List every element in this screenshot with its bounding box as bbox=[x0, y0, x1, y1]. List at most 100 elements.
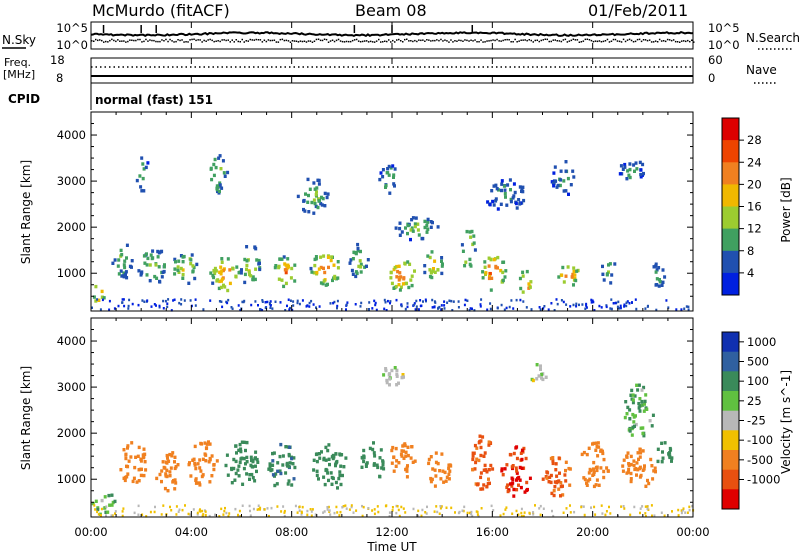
vel-cell bbox=[205, 446, 209, 450]
power-cell bbox=[602, 278, 606, 282]
noise-search-dot bbox=[303, 40, 306, 42]
vel-cell bbox=[242, 440, 246, 444]
power-cell bbox=[319, 281, 323, 285]
vel-ground-cell bbox=[328, 509, 331, 512]
power-cell bbox=[623, 162, 627, 167]
vel-blob-2 bbox=[155, 451, 180, 493]
vel-cell bbox=[636, 468, 640, 472]
power-cell bbox=[356, 246, 360, 251]
vel-cell bbox=[506, 483, 510, 487]
noise-search-dot bbox=[135, 39, 137, 42]
vel-ground-cell bbox=[110, 514, 113, 517]
power-cell bbox=[226, 288, 230, 293]
vel-cell bbox=[403, 443, 407, 448]
power-cell bbox=[176, 268, 180, 273]
power-cell bbox=[663, 275, 667, 279]
vel-ground-cell bbox=[424, 511, 427, 514]
power-ground-cell bbox=[489, 302, 492, 305]
vel-ground-cell bbox=[377, 510, 380, 514]
vel-ground-cell bbox=[218, 515, 221, 518]
power-ground-cell bbox=[609, 307, 612, 310]
vel-cell bbox=[594, 441, 598, 445]
power-cell bbox=[117, 258, 121, 262]
vel-ground-cell bbox=[160, 513, 163, 516]
vel-cell bbox=[234, 459, 238, 464]
vel-cell bbox=[637, 383, 641, 387]
noise-search-dot bbox=[470, 39, 472, 41]
power-ground-cell bbox=[131, 302, 134, 306]
vel-cell bbox=[142, 473, 146, 478]
power-cell bbox=[234, 275, 238, 279]
power-cell bbox=[473, 248, 477, 252]
noise-search-dot bbox=[359, 41, 362, 43]
vel-cell bbox=[362, 448, 366, 453]
vel-cell bbox=[327, 478, 330, 483]
vel-cell bbox=[173, 455, 177, 459]
power-heatmap bbox=[91, 154, 690, 312]
vel-cell bbox=[276, 461, 280, 465]
power-cell bbox=[504, 195, 507, 199]
vel-ground-cell bbox=[121, 514, 124, 518]
power-cell bbox=[160, 275, 164, 279]
power-ground-cell bbox=[443, 304, 446, 307]
vel-blob-17 bbox=[530, 363, 548, 383]
power-cell bbox=[141, 162, 145, 166]
noise-search-dot bbox=[562, 39, 565, 41]
power-cell bbox=[490, 189, 494, 193]
vel-cell bbox=[188, 461, 191, 465]
power-ground-cell bbox=[374, 301, 377, 305]
vel-ground-cell bbox=[220, 507, 223, 511]
vel-ground-cell bbox=[154, 505, 156, 509]
vel-cell bbox=[568, 467, 572, 471]
power-cell bbox=[389, 270, 393, 275]
vel-cell bbox=[606, 469, 610, 473]
power-colorbar-tick-label: 28 bbox=[747, 133, 762, 147]
power-cell bbox=[508, 178, 512, 182]
noise-search-dot bbox=[650, 41, 653, 43]
vel-blob-7 bbox=[360, 441, 386, 479]
power-cell bbox=[487, 256, 491, 260]
vel-cell bbox=[591, 442, 594, 446]
vel-cell bbox=[626, 405, 630, 410]
noise-search-dot bbox=[97, 39, 99, 42]
vel-ground-cell bbox=[344, 504, 347, 507]
vel-ground-cell bbox=[338, 514, 341, 517]
noise-search-dots bbox=[91, 38, 695, 43]
vel-cell bbox=[535, 363, 539, 367]
vel-ground-cell bbox=[188, 513, 191, 516]
noise-search-dot bbox=[484, 41, 486, 43]
power-cell bbox=[323, 270, 327, 275]
power-ground-cell bbox=[386, 299, 389, 303]
power-cell bbox=[329, 258, 333, 263]
power-cell bbox=[120, 253, 124, 257]
vel-cell bbox=[378, 456, 382, 460]
vel-cell bbox=[165, 461, 169, 465]
power-cell bbox=[177, 270, 181, 274]
vel-cell bbox=[205, 442, 209, 446]
noise-search-dot bbox=[608, 41, 611, 43]
vel-cell bbox=[273, 483, 277, 488]
vel-ground-cell bbox=[605, 510, 608, 513]
vel-cell bbox=[549, 473, 553, 478]
power-cell bbox=[100, 289, 104, 294]
power-cell bbox=[218, 189, 221, 194]
vel-cell bbox=[248, 473, 252, 477]
power-ground-cell bbox=[194, 298, 197, 301]
vel-cell bbox=[381, 463, 385, 467]
power-blob-0 bbox=[92, 284, 106, 303]
noise-search-dot bbox=[410, 40, 412, 42]
power-cell bbox=[218, 181, 222, 185]
vel-cell bbox=[250, 464, 254, 469]
vel-cell bbox=[376, 465, 380, 470]
vel-cell bbox=[362, 454, 366, 458]
noise-search-dot bbox=[494, 39, 496, 42]
power-ground-cell bbox=[296, 299, 299, 303]
noise-search-dot bbox=[540, 39, 542, 42]
power-cell bbox=[440, 264, 444, 268]
vel-cell bbox=[487, 443, 491, 447]
vel-ground-cell bbox=[249, 509, 251, 513]
noise-search-dot bbox=[689, 40, 691, 43]
power-blob-5 bbox=[239, 245, 262, 285]
power-cell bbox=[409, 278, 413, 282]
vel-ground-cell bbox=[296, 511, 299, 514]
